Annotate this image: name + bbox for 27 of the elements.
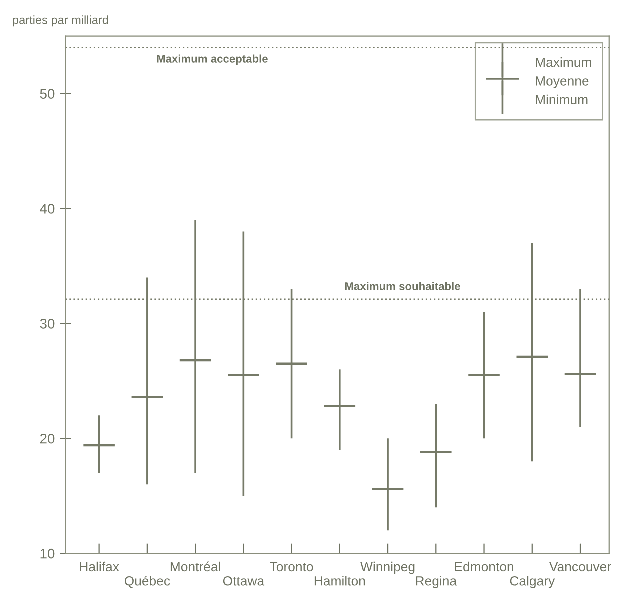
candlestick: [323, 368, 357, 452]
ref-line-label: Maximum souhaitable: [345, 282, 460, 290]
y-axis-title: parties par milliard: [13, 16, 108, 27]
annotation: Maximum: [536, 57, 592, 68]
x-tick-label: Regina: [416, 576, 458, 588]
y-tick-label: 40: [40, 204, 55, 214]
x-tick-label: Québec: [124, 576, 170, 588]
y-tick-label: 50: [40, 89, 55, 99]
candlestick: [371, 438, 405, 532]
x-tick-label: Vancouver: [550, 562, 612, 572]
x-tick-label: Winnipeg: [360, 562, 415, 574]
x-tick-label: Montréal: [170, 562, 220, 572]
y-tick-label: 10: [40, 548, 55, 559]
x-tick-label: Halifax: [80, 562, 120, 572]
x-tick-label: Hamilton: [314, 576, 366, 586]
x-tick-label: Calgary: [510, 576, 556, 588]
y-tick-label: 30: [40, 319, 55, 329]
candlestick: [468, 311, 502, 440]
x-tick-label: Edmonton: [455, 562, 514, 572]
annotation: Minimum: [536, 94, 588, 105]
legend-label: Moyenne: [536, 76, 589, 88]
ref-line-label: Maximum acceptable: [157, 54, 268, 66]
x-tick-label: Ottawa: [223, 576, 265, 586]
y-tick-label: 20: [40, 434, 55, 444]
x-tick-label: Toronto: [270, 562, 314, 572]
candlestick: [419, 403, 453, 508]
candlestick: [82, 414, 116, 474]
